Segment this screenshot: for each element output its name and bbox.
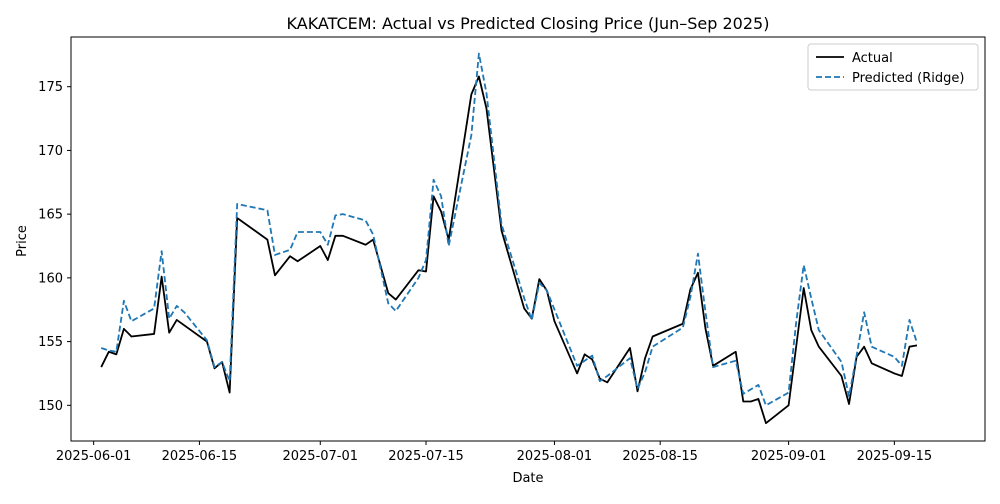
y-tick-label: 160 <box>38 271 63 286</box>
y-axis: 150 155 160 165 170 175 <box>38 80 71 414</box>
y-axis-label: Price <box>15 225 30 257</box>
legend-label: Actual <box>852 51 893 66</box>
x-tick-label: 2025-08-15 <box>622 449 698 464</box>
y-tick-label: 170 <box>38 144 63 159</box>
x-tick-label: 2025-09-15 <box>857 449 933 464</box>
y-tick-label: 150 <box>38 399 63 414</box>
x-tick-label: 2025-06-15 <box>162 449 238 464</box>
plot-area <box>70 36 986 442</box>
x-axis: 2025-06-01 2025-06-15 2025-07-01 2025-07-15… <box>56 441 932 464</box>
x-axis-label: Date <box>512 471 543 486</box>
y-tick-label: 165 <box>38 208 63 223</box>
legend-box <box>807 43 979 91</box>
series-line-predicted <box>100 52 918 407</box>
chart-title: KAKATCEM: Actual vs Predicted Closing Pr… <box>287 14 770 33</box>
x-tick-label: 2025-07-15 <box>388 449 464 464</box>
y-tick-label: 175 <box>38 80 63 95</box>
x-tick-label: 2025-08-01 <box>517 449 593 464</box>
y-tick-label: 155 <box>38 335 63 350</box>
x-tick-label: 2025-06-01 <box>56 449 132 464</box>
plot-frame <box>70 36 986 442</box>
x-tick-label: 2025-09-01 <box>751 449 827 464</box>
legend: Actual Predicted (Ridge) <box>807 43 979 91</box>
x-tick-label: 2025-07-01 <box>282 449 358 464</box>
legend-label: Predicted (Ridge) <box>852 71 964 86</box>
